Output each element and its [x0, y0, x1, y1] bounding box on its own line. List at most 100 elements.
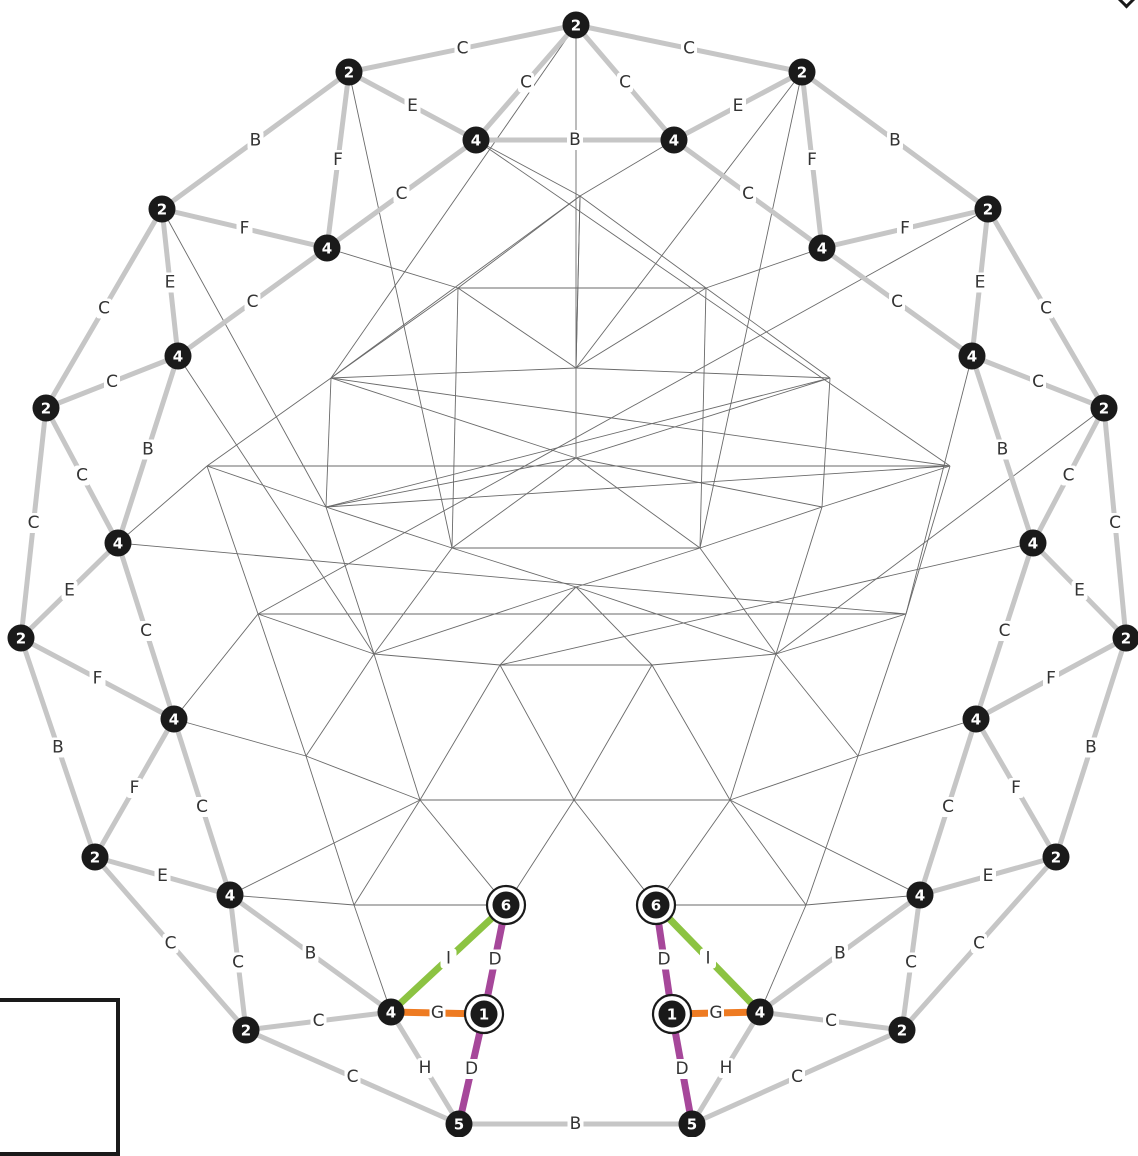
hub-node: 4 — [161, 706, 188, 733]
strut-label: I — [446, 949, 451, 969]
hub-node: 4 — [217, 882, 244, 909]
mesh-line — [374, 548, 452, 654]
hub-node: 2 — [82, 844, 109, 871]
hub-label: 2 — [1051, 849, 1061, 867]
strut-label: I — [705, 949, 710, 969]
mesh-line — [420, 665, 500, 800]
hub-node: 4 — [165, 343, 192, 370]
hub-node: 4 — [105, 530, 132, 557]
strut-label: C — [247, 292, 259, 312]
mesh-line — [822, 378, 830, 507]
hub-label: 2 — [1121, 630, 1131, 648]
mesh-line — [326, 458, 576, 507]
hub-node: 2 — [789, 59, 816, 86]
hub-node: 4 — [463, 127, 490, 154]
mesh-line — [776, 654, 858, 756]
mesh-line — [580, 196, 706, 288]
mesh-line — [730, 800, 920, 895]
mesh-line — [500, 665, 574, 800]
strut-label: B — [570, 1114, 582, 1134]
strut-label: F — [333, 150, 343, 170]
hub-label: 4 — [113, 535, 123, 553]
strut-label: C — [313, 1011, 325, 1031]
hub-label: 2 — [41, 400, 51, 418]
strut-label: B — [250, 131, 262, 151]
hub-label: 5 — [454, 1116, 464, 1134]
mesh-line — [574, 665, 652, 800]
mesh-line — [576, 587, 776, 654]
hub-label: 2 — [983, 201, 993, 219]
mesh-line — [576, 458, 700, 548]
mesh-line — [349, 72, 452, 548]
mesh-line — [776, 507, 822, 654]
hub-label: 4 — [755, 1004, 765, 1022]
strut-label: C — [1040, 299, 1052, 319]
hub-node: 5 — [679, 1111, 706, 1138]
hub-node: 4 — [661, 127, 688, 154]
strut-label: C — [165, 934, 177, 954]
mesh-line — [174, 719, 306, 756]
hub-label: 2 — [157, 201, 167, 219]
strut-label: F — [807, 150, 817, 170]
strut-label: G — [431, 1003, 444, 1023]
mesh-line — [730, 800, 806, 905]
strut-label: C — [28, 513, 40, 533]
strut-label: C — [999, 621, 1011, 641]
hub-node: 6 — [487, 886, 525, 924]
mesh-line — [476, 140, 580, 196]
mesh-line — [118, 543, 906, 614]
strut-label: C — [1032, 372, 1044, 392]
hub-label: 1 — [479, 1006, 489, 1024]
hub-node: 5 — [446, 1111, 473, 1138]
hub-node: 4 — [907, 882, 934, 909]
strut-label: C — [140, 621, 152, 641]
strut-label: B — [569, 130, 581, 150]
strut-label: C — [232, 953, 244, 973]
hub-label: 6 — [501, 897, 511, 915]
hub-label: 4 — [967, 348, 977, 366]
mesh-line — [374, 654, 500, 665]
strut-label: E — [64, 581, 75, 601]
hub-node: 2 — [1091, 395, 1118, 422]
hub-node: 2 — [563, 12, 590, 39]
strut-label: C — [396, 184, 408, 204]
mesh-line — [500, 587, 576, 665]
mesh-line — [331, 378, 576, 458]
strut-label: H — [720, 1058, 733, 1078]
strut-label: E — [733, 96, 744, 116]
strut-label: G — [709, 1003, 722, 1023]
mesh-line — [331, 25, 576, 378]
strut-label: E — [983, 866, 994, 886]
mesh-line — [576, 368, 830, 378]
hub-label: 2 — [16, 630, 26, 648]
mesh-line — [230, 895, 354, 905]
strut-label: B — [834, 944, 846, 964]
strut-label: E — [165, 273, 176, 293]
hub-label: 2 — [897, 1022, 907, 1040]
strut-label: D — [488, 950, 501, 970]
mesh-line — [576, 548, 700, 587]
mesh-line — [207, 466, 326, 507]
hub-node: 2 — [233, 1017, 260, 1044]
hub-label: 5 — [687, 1116, 697, 1134]
hub-label: 4 — [915, 887, 925, 905]
mesh-line — [207, 466, 258, 614]
hub-node: 2 — [336, 59, 363, 86]
mesh-line — [576, 72, 802, 368]
mesh-line — [258, 614, 306, 756]
hub-label: 1 — [667, 1006, 677, 1024]
hub-node: 2 — [33, 395, 60, 422]
hub-label: 4 — [173, 348, 183, 366]
mesh-line — [326, 378, 331, 507]
strut-label: E — [975, 273, 986, 293]
mesh-line — [326, 466, 950, 507]
mesh-line — [258, 209, 988, 614]
hub-node: 4 — [809, 235, 836, 262]
hub-label: 2 — [1099, 400, 1109, 418]
mesh-line — [306, 756, 420, 800]
strut-label: C — [973, 934, 985, 954]
mesh-line — [806, 895, 920, 905]
mesh-line — [858, 614, 906, 756]
strut-label: H — [419, 1058, 432, 1078]
